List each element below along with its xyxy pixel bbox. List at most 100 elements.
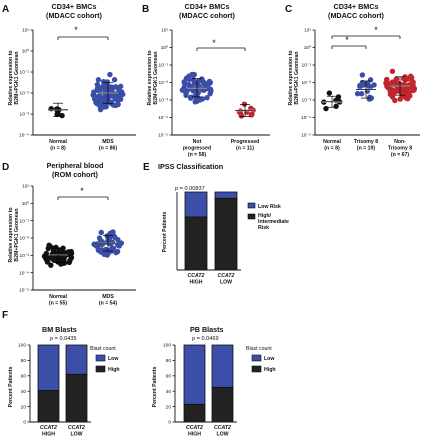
y-tick-label: 10¹ bbox=[22, 28, 29, 34]
legend-label: High bbox=[264, 367, 276, 373]
panel-b: B CD34+ BMCs (MDACC cohort) Relative exp… bbox=[142, 2, 236, 106]
data-point bbox=[98, 249, 104, 255]
data-point bbox=[68, 251, 74, 258]
data-point bbox=[59, 112, 65, 119]
panel-title: PB Blasts bbox=[190, 325, 224, 334]
bar-segment bbox=[183, 344, 206, 405]
data-point bbox=[411, 87, 417, 93]
panel-title-line1: CD34+ BMCs bbox=[334, 2, 379, 11]
category-label: HIGH bbox=[188, 432, 201, 438]
data-point bbox=[249, 111, 255, 118]
data-point bbox=[93, 99, 99, 106]
category-label: Non- bbox=[394, 139, 406, 145]
data-point bbox=[113, 249, 119, 256]
category-label: Progressed bbox=[231, 139, 260, 145]
category-label: LOW bbox=[70, 432, 82, 438]
y-tick-label: 20 bbox=[166, 404, 172, 410]
y-tick-label: 10⁻⁴ bbox=[19, 270, 29, 276]
y-tick-label: 10⁻⁴ bbox=[301, 115, 311, 121]
y-axis-label: Percent Patients bbox=[152, 367, 158, 408]
legend-swatch bbox=[95, 354, 106, 362]
panel-a: A CD34+ BMCs (MDACC cohort) Relative exp… bbox=[2, 2, 103, 106]
data-point bbox=[196, 78, 202, 85]
data-point bbox=[358, 91, 365, 97]
data-point bbox=[323, 105, 329, 112]
data-point bbox=[113, 102, 119, 109]
data-point bbox=[186, 76, 192, 82]
y-tick-label: 10⁻¹ bbox=[20, 70, 30, 76]
data-point bbox=[326, 90, 333, 96]
y-axis-label-line1: Relative expression to bbox=[8, 207, 14, 262]
y-tick-label: 20 bbox=[21, 404, 27, 410]
panel-letter: E bbox=[143, 162, 150, 173]
y-axis-label-line1: Relative expression to bbox=[288, 50, 294, 105]
significance-star: * bbox=[212, 38, 216, 48]
legend-swatch bbox=[251, 354, 262, 362]
legend-title: Blast count bbox=[246, 346, 272, 352]
legend-label: Low Risk bbox=[258, 204, 281, 210]
data-point bbox=[397, 96, 403, 102]
data-point bbox=[358, 83, 364, 89]
category-label: (n = 8) bbox=[324, 146, 340, 152]
data-point bbox=[101, 104, 107, 110]
y-tick-label: 10⁻² bbox=[20, 91, 30, 97]
data-point bbox=[112, 96, 118, 102]
y-axis-label: Percent Patients bbox=[162, 212, 168, 253]
data-point bbox=[366, 83, 372, 89]
p-value: p = 0.0469 bbox=[192, 336, 219, 342]
panel-title: BM Blasts bbox=[42, 325, 77, 334]
data-point bbox=[94, 81, 101, 88]
data-point bbox=[43, 250, 50, 257]
category-label: progressed bbox=[183, 146, 211, 152]
y-tick-label: 80 bbox=[166, 358, 172, 364]
y-tick-label: 40 bbox=[21, 389, 27, 395]
bar-segment bbox=[211, 386, 234, 423]
data-point bbox=[410, 79, 416, 85]
y-tick-label: 10⁻³ bbox=[20, 253, 30, 259]
data-point bbox=[384, 76, 390, 83]
data-point bbox=[193, 96, 200, 102]
data-point bbox=[47, 243, 53, 250]
y-tick-label: 10¹ bbox=[304, 28, 311, 34]
y-tick-label: 10¹ bbox=[22, 184, 29, 190]
legend-label: High/ bbox=[258, 213, 272, 219]
category-label: HIGH bbox=[42, 432, 55, 438]
category-label: CCAT2 bbox=[68, 425, 85, 431]
legend-swatch bbox=[95, 365, 106, 373]
category-label: Normal bbox=[323, 139, 341, 145]
y-axis-label-line2: B2M+PGK1 Geomean bbox=[153, 51, 159, 104]
panel-title-line1: Peripheral blood bbox=[47, 161, 104, 170]
bar-segment bbox=[184, 191, 208, 218]
y-tick-label: 60 bbox=[166, 374, 172, 380]
category-label: (n = 55) bbox=[49, 301, 68, 307]
category-label: Trisomy 8 bbox=[388, 146, 412, 152]
data-point bbox=[48, 106, 54, 112]
panel-d: D Peripheral blood (ROM cohort) Relative… bbox=[2, 161, 103, 263]
data-point bbox=[238, 113, 245, 119]
significance-star: * bbox=[345, 35, 349, 45]
y-tick-label: 10⁻⁵ bbox=[19, 288, 29, 294]
data-point bbox=[95, 77, 102, 83]
legend-label: Intermediate bbox=[258, 219, 289, 225]
y-tick-label: 10⁰ bbox=[22, 49, 29, 55]
data-point bbox=[191, 71, 197, 78]
y-tick-label: 10⁻¹ bbox=[302, 63, 312, 69]
y-tick-label: 0 bbox=[168, 420, 171, 426]
category-label: (n = 67) bbox=[391, 152, 410, 158]
bar-segment bbox=[184, 216, 208, 271]
y-tick-label: 10¹ bbox=[161, 28, 168, 34]
data-point bbox=[97, 103, 103, 109]
y-tick-label: 0 bbox=[23, 420, 26, 426]
panel-c: C CD34+ BMCs (MDACC cohort) Relative exp… bbox=[285, 2, 385, 106]
panel-letter: C bbox=[285, 4, 292, 15]
data-point bbox=[183, 92, 189, 99]
data-point bbox=[93, 241, 100, 247]
category-label: (n = 54) bbox=[99, 301, 118, 307]
y-tick-label: 10⁻⁴ bbox=[158, 115, 168, 121]
panel-title-line2: (ROM cohort) bbox=[52, 170, 99, 179]
data-point bbox=[400, 85, 407, 92]
category-label: (n = 11) bbox=[236, 146, 254, 152]
legend-swatch bbox=[247, 213, 256, 220]
category-label: CCAT2 bbox=[214, 425, 231, 431]
category-label: LOW bbox=[216, 432, 228, 438]
